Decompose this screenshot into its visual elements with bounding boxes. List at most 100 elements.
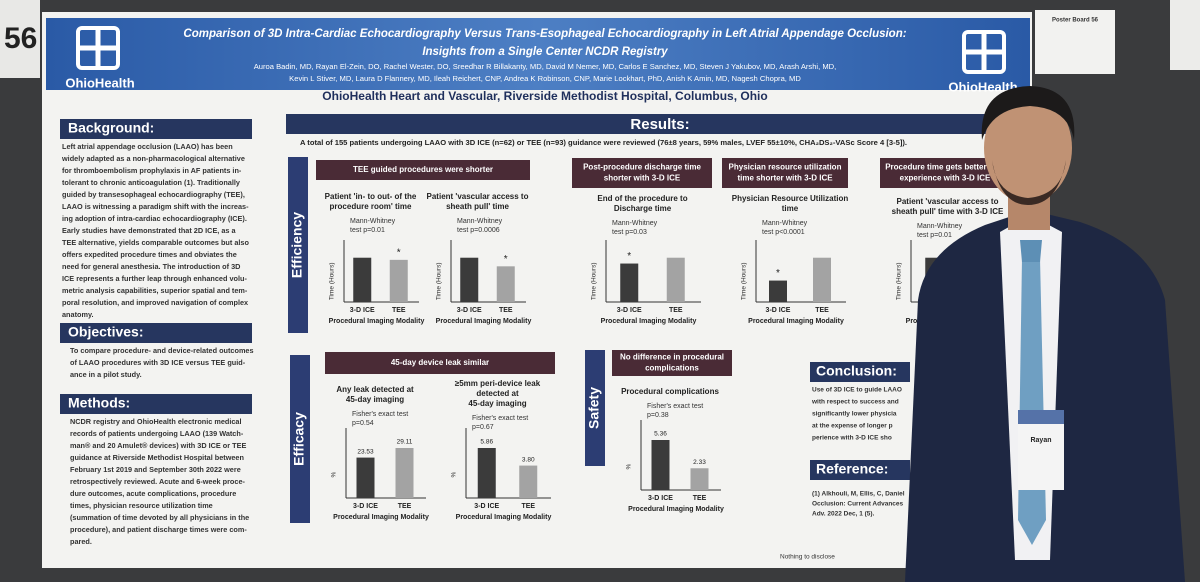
panel-heading-box [316, 160, 530, 180]
test-text: Fisher's exact test [647, 403, 703, 410]
test-text: Fisher's exact test [472, 415, 528, 422]
section-text: ing adoption of intra-cardiac echocardio… [62, 214, 247, 223]
panel-heading: Post-procedure discharge time [583, 163, 701, 172]
x-axis-label: Procedural Imaging Modality [601, 318, 697, 325]
content: Background: Left atrial appendage occlusi… [60, 119, 1010, 561]
section-text: retrospectively reviewed. Acute and 6-we… [70, 477, 245, 486]
title-line: Comparison of 3D Intra-Cardiac Echocardi… [183, 28, 906, 40]
section-heading-box [60, 119, 252, 139]
section-text: TEE alternative, yields comparable outco… [62, 238, 249, 247]
section-text: with respect to success and [811, 399, 899, 406]
value-label: 5.86 [480, 439, 493, 446]
board-number: 56 [4, 22, 37, 55]
panel-heading-box [325, 352, 555, 374]
badge-band [1018, 410, 1064, 424]
bar [477, 448, 496, 498]
test-text: Fisher's exact test [352, 411, 408, 418]
section-text: guidance at Riverside Methodist Hospital… [70, 453, 244, 462]
section-text: February 1st 2019 and September 30th 202… [70, 465, 241, 474]
bar [769, 280, 787, 302]
category-label: 3-D ICE [648, 495, 673, 502]
group-band [290, 355, 310, 523]
category-label: TEE [815, 307, 829, 314]
group-band [288, 157, 308, 333]
board-number-card [0, 0, 40, 78]
bar [356, 457, 375, 498]
section-heading-box [60, 394, 252, 414]
category-label: 3-D ICE [766, 307, 791, 314]
x-axis-label: Procedural Imaging Modality [628, 506, 724, 513]
bar [519, 465, 538, 498]
x-axis-label: Procedural Imaging Modality [333, 514, 429, 521]
x-axis-label: Procedural Imaging Modality [329, 318, 425, 325]
panel-heading-box [572, 158, 712, 188]
tie-knot [1020, 240, 1042, 262]
x-axis-label: Procedural Imaging Modality [748, 318, 844, 325]
test-text: Mann-Whitney [350, 218, 396, 225]
chart-title: End of the procedure to [597, 194, 687, 203]
test-text: Mann-Whitney [612, 220, 658, 227]
panel-heading-box [612, 350, 732, 376]
header-band [46, 18, 1030, 90]
bar [651, 440, 670, 490]
logo-mark [76, 26, 120, 70]
bar [666, 257, 685, 302]
results-bar [286, 114, 1030, 134]
test-text: p=0.38 [647, 412, 669, 419]
test-text: Mann-Whitney [917, 223, 963, 230]
chart-title: Patient 'vascular access to [897, 197, 999, 206]
chart-title: Discharge time [614, 204, 672, 213]
panel-heading: Physician resource utilization [729, 163, 842, 172]
bar [620, 263, 639, 302]
section-heading: Conclusion: [816, 363, 897, 379]
y-axis-label: Time (Hours) [436, 262, 443, 300]
section-text: tolerant to chronic anticoagulation (1).… [62, 178, 241, 187]
panel-heading-box [722, 158, 848, 188]
chart-title: sheath pull' time [446, 202, 509, 211]
section-text: Early studies have demonstrated that 2D … [62, 226, 237, 235]
y-axis-label: Time (Hours) [591, 262, 598, 300]
panel-heading: No difference in procedural [620, 353, 724, 362]
value-label: 2.33 [693, 459, 706, 466]
y-axis-label: Time (Hours) [741, 262, 748, 300]
results-summary: A total of 155 patients undergoing LAAO … [300, 138, 907, 147]
section-text: man® and 20 Amulet® devices) with 3D ICE… [70, 441, 246, 450]
section-text: at the expense of longer p [812, 423, 893, 430]
authors-line: Kevin L Stiver, MD, Laura D Flannery, MD… [289, 74, 801, 83]
section-text: ICE represents a further leap through en… [62, 274, 247, 283]
section-text: Left atrial appendage occlusion (LAAO) h… [62, 142, 233, 151]
section-text: records of patients undergoing LAAO (139… [70, 429, 244, 438]
chart-title: 45-day imaging [468, 399, 526, 408]
affiliation: OhioHealth Heart and Vascular, Riverside… [322, 89, 767, 103]
category-label: TEE [398, 503, 412, 510]
beard [992, 160, 1066, 205]
y-axis-label: Time (Hours) [896, 262, 903, 300]
section-text: anatomy. [62, 310, 94, 319]
section-text: To compare procedure- and device-related… [70, 346, 254, 355]
test-text: test p=0.03 [612, 229, 647, 236]
bar [460, 257, 479, 302]
results-heading: Results: [630, 116, 689, 133]
group-label: Efficacy [291, 412, 307, 466]
test-text: Mann-Whitney [457, 218, 503, 225]
chart-title: time [782, 204, 799, 213]
group-label: Safety [586, 387, 602, 429]
section-heading: Methods: [68, 395, 130, 411]
section-text: for thromboembolism prophylaxis in AF pa… [62, 166, 242, 175]
section-text: NCDR registry and OhioHealth electronic … [70, 417, 242, 426]
face [984, 93, 1072, 203]
value-label: 23.53 [357, 448, 374, 455]
category-label: TEE [693, 495, 707, 502]
logo-text: OhioHealth [948, 79, 1017, 94]
value-label: 29.11 [397, 439, 413, 446]
panel-heading: experience with 3-D ICE [900, 174, 991, 183]
bar [813, 257, 831, 302]
category-label: TEE [499, 307, 513, 314]
y-axis-label: % [626, 464, 633, 470]
section-text: LAAO is witnessing a paradigm shift with… [62, 202, 249, 211]
test-text: p=0.54 [352, 420, 374, 427]
x-axis-label: Procedural Imaging Modality [436, 318, 532, 325]
test-text: test p<0.0001 [762, 229, 805, 236]
section-heading-box [810, 460, 910, 480]
